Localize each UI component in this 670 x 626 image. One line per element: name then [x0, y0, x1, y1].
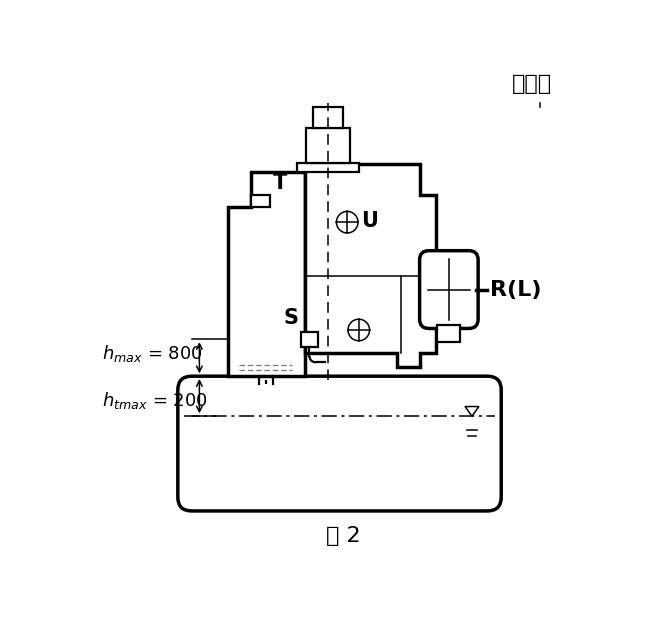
Text: $h_{max}$ = 800: $h_{max}$ = 800 — [103, 343, 203, 364]
Text: $h_{tmax}$ = 200: $h_{tmax}$ = 200 — [103, 389, 208, 411]
Text: 图 2: 图 2 — [326, 526, 360, 546]
Text: R(L): R(L) — [490, 280, 541, 300]
Polygon shape — [228, 172, 305, 376]
Polygon shape — [305, 165, 436, 367]
Text: 注油点: 注油点 — [512, 74, 552, 94]
Bar — [301, 332, 318, 347]
Text: U: U — [361, 211, 378, 230]
Bar — [313, 106, 343, 128]
Bar — [306, 128, 350, 163]
Text: S: S — [283, 308, 299, 327]
FancyBboxPatch shape — [178, 376, 501, 511]
Bar — [438, 325, 460, 342]
Bar — [251, 195, 270, 207]
Text: T: T — [273, 173, 287, 193]
Bar — [297, 163, 358, 172]
FancyBboxPatch shape — [419, 250, 478, 329]
